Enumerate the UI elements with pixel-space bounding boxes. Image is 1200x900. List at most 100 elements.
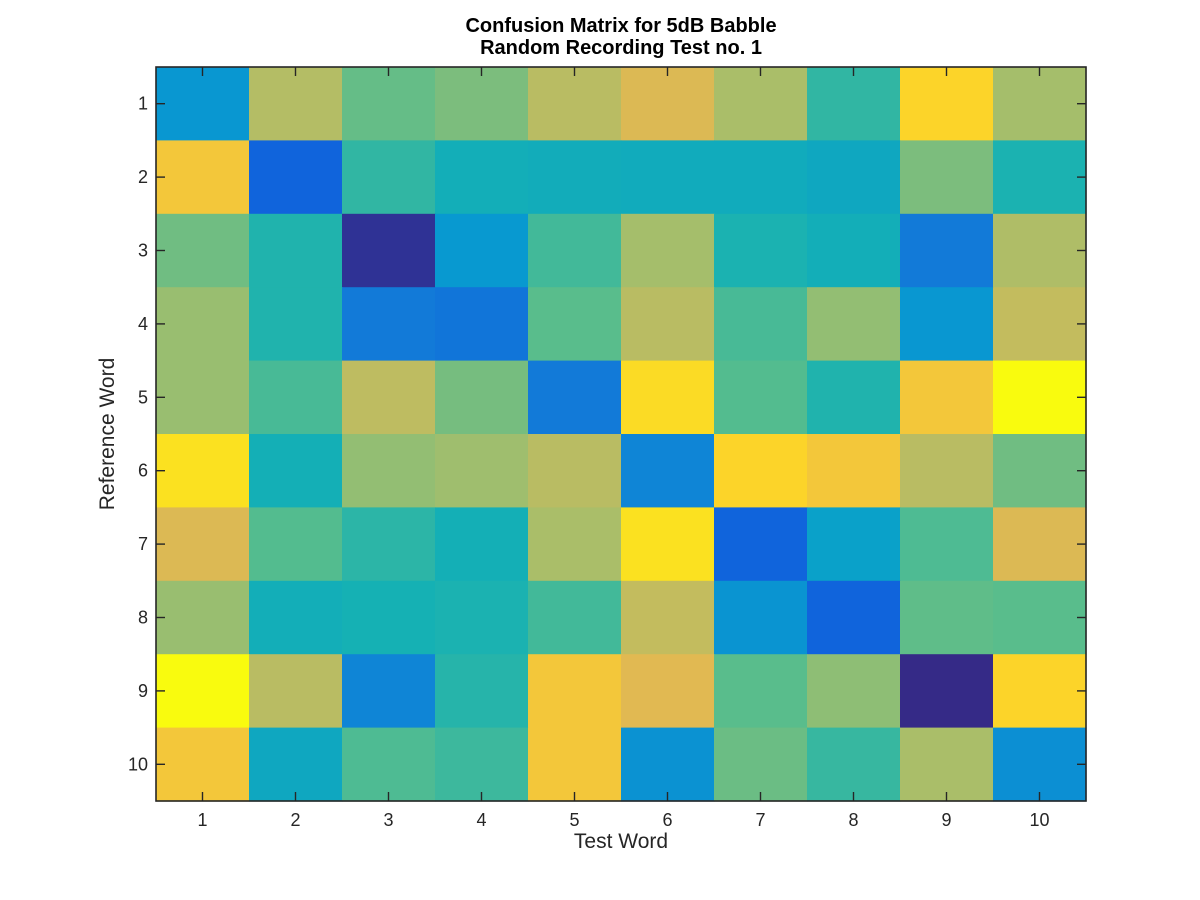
heatmap-cell-r1-c4: [435, 67, 529, 141]
heatmap-cell-r10-c7: [714, 727, 808, 802]
heatmap-cell-r2-c5: [528, 140, 622, 215]
x-tick-label-1: 1: [197, 810, 207, 830]
heatmap-cell-r7-c6: [621, 507, 715, 582]
heatmap-cell-r9-c7: [714, 654, 808, 729]
heatmap-cell-r8-c9: [900, 580, 994, 655]
heatmap-cell-r4-c6: [621, 287, 715, 362]
heatmap-cell-r9-c4: [435, 654, 529, 729]
heatmap-cell-r4-c8: [807, 287, 901, 362]
heatmap-cell-r2-c4: [435, 140, 529, 215]
heatmap-cell-r7-c1: [156, 507, 250, 582]
heatmap-cell-r1-c3: [342, 67, 436, 141]
x-tick-label-8: 8: [848, 810, 858, 830]
heatmap-cell-r6-c2: [249, 434, 343, 508]
x-tick-label-10: 10: [1029, 810, 1049, 830]
heatmap-cell-r8-c6: [621, 580, 715, 655]
heatmap-cell-r8-c2: [249, 580, 343, 655]
heatmap-cell-r8-c10: [993, 580, 1087, 655]
chart-title-line-1: Confusion Matrix for 5dB Babble: [465, 15, 776, 37]
heatmap-cell-r7-c4: [435, 507, 529, 582]
heatmap-cell-r4-c3: [342, 287, 436, 362]
heatmap-cell-r6-c3: [342, 434, 436, 508]
y-tick-label-8: 8: [138, 608, 148, 628]
heatmap-cell-r10-c3: [342, 727, 436, 802]
heatmap-cell-r7-c10: [993, 507, 1087, 582]
axis-ticks: [156, 67, 1086, 801]
heatmap-cell-r2-c1: [156, 140, 250, 215]
heatmap-cell-r10-c5: [528, 727, 622, 802]
y-tick-label-1: 1: [138, 94, 148, 114]
heatmap-cell-r1-c5: [528, 67, 622, 141]
heatmap-cell-r9-c1: [156, 654, 250, 729]
heatmap-cell-r1-c7: [714, 67, 808, 141]
heatmap-cell-r8-c8: [807, 580, 901, 655]
x-tick-label-7: 7: [755, 810, 765, 830]
heatmap-cell-r10-c6: [621, 727, 715, 802]
y-axis-label: Reference Word: [96, 358, 119, 511]
heatmap-cell-r6-c8: [807, 434, 901, 508]
heatmap-cell-r3-c1: [156, 213, 250, 288]
heatmap-cell-r1-c1: [156, 67, 250, 141]
heatmap-cell-r2-c8: [807, 140, 901, 215]
heatmap-cell-r10-c10: [993, 727, 1087, 802]
heatmap-cell-r10-c2: [249, 727, 343, 802]
x-tick-label-4: 4: [476, 810, 486, 830]
heatmap-cell-r7-c8: [807, 507, 901, 582]
heatmap-cell-r7-c5: [528, 507, 622, 582]
heatmap-cell-r3-c6: [621, 213, 715, 288]
heatmap-cell-r10-c4: [435, 727, 529, 802]
y-tick-label-9: 9: [138, 681, 148, 701]
axes-box: [155, 66, 1087, 802]
heatmap-cell-r8-c7: [714, 580, 808, 655]
heatmap-cell-r3-c8: [807, 213, 901, 288]
y-tick-label-7: 7: [138, 534, 148, 554]
heatmap-cell-r2-c2: [249, 140, 343, 215]
heatmap-cell-r4-c9: [900, 287, 994, 362]
chart-title-line-2: Random Recording Test no. 1: [480, 37, 762, 59]
x-tick-labels: 1 2 3 4 5 6 7 8 9 10: [197, 810, 1049, 830]
heatmap-cell-r7-c2: [249, 507, 343, 582]
heatmap-cell-r6-c1: [156, 434, 250, 508]
heatmap-cell-r9-c5: [528, 654, 622, 729]
heatmap-cell-r5-c7: [714, 360, 808, 435]
x-tick-label-5: 5: [569, 810, 579, 830]
heatmap-cell-r2-c10: [993, 140, 1087, 215]
y-tick-label-3: 3: [138, 241, 148, 261]
heatmap-cell-r8-c3: [342, 580, 436, 655]
heatmap-cell-r2-c7: [714, 140, 808, 215]
y-tick-label-6: 6: [138, 461, 148, 481]
heatmap-cell-r4-c5: [528, 287, 622, 362]
heatmap-cell-r5-c9: [900, 360, 994, 435]
heatmap-cell-r8-c1: [156, 580, 250, 655]
heatmap-cell-r4-c10: [993, 287, 1087, 362]
heatmap-cell-r5-c6: [621, 360, 715, 435]
heatmap-cell-r6-c4: [435, 434, 529, 508]
heatmap-cell-r9-c10: [993, 654, 1087, 729]
y-tick-label-2: 2: [138, 167, 148, 187]
heatmap-cell-r7-c7: [714, 507, 808, 582]
heatmap-cell-r6-c5: [528, 434, 622, 508]
heatmap-cell-r10-c1: [156, 727, 250, 802]
heatmap-cell-r4-c4: [435, 287, 529, 362]
heatmap-cell-r5-c5: [528, 360, 622, 435]
heatmap-cells: [156, 67, 1087, 802]
heatmap-cell-r9-c8: [807, 654, 901, 729]
heatmap-cell-r5-c8: [807, 360, 901, 435]
heatmap-cell-r1-c6: [621, 67, 715, 141]
heatmap-cell-r3-c3: [342, 213, 436, 288]
heatmap-cell-r6-c9: [900, 434, 994, 508]
heatmap-cell-r5-c1: [156, 360, 250, 435]
x-tick-label-2: 2: [290, 810, 300, 830]
heatmap-cell-r3-c5: [528, 213, 622, 288]
heatmap-cell-r8-c5: [528, 580, 622, 655]
heatmap-cell-r5-c4: [435, 360, 529, 435]
y-tick-label-10: 10: [128, 754, 148, 774]
heatmap-cell-r3-c9: [900, 213, 994, 288]
x-axis-label: Test Word: [574, 830, 668, 853]
heatmap-cell-r4-c2: [249, 287, 343, 362]
heatmap-cell-r9-c9: [900, 654, 994, 729]
heatmap-cell-r3-c7: [714, 213, 808, 288]
heatmap-cell-r2-c9: [900, 140, 994, 215]
heatmap-cell-r1-c2: [249, 67, 343, 141]
heatmap-cell-r10-c9: [900, 727, 994, 802]
